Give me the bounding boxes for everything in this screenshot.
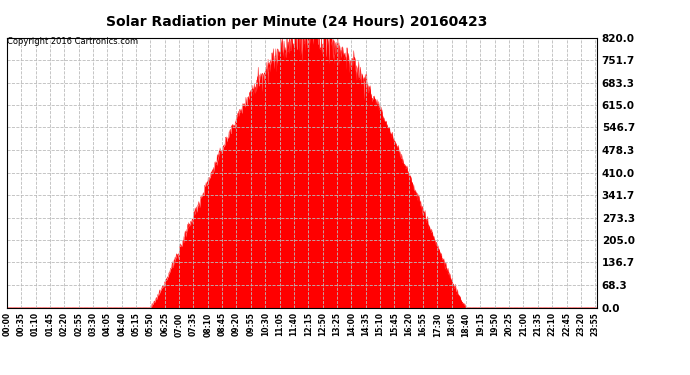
- Text: Radiation (W/m2): Radiation (W/m2): [542, 24, 638, 34]
- Text: Copyright 2016 Cartronics.com: Copyright 2016 Cartronics.com: [7, 38, 138, 46]
- Text: Solar Radiation per Minute (24 Hours) 20160423: Solar Radiation per Minute (24 Hours) 20…: [106, 15, 487, 29]
